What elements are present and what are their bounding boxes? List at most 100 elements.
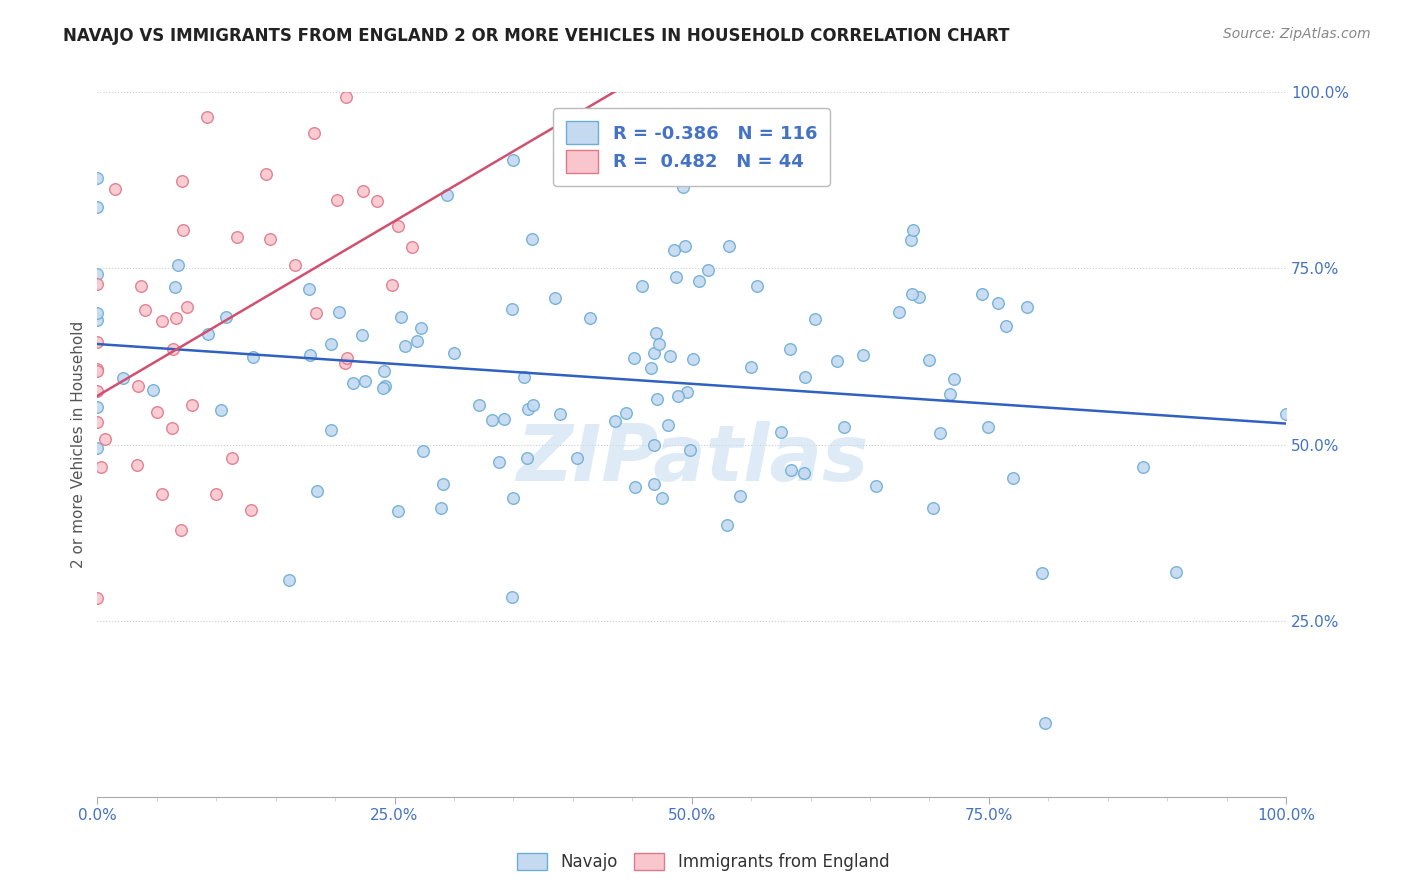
- Point: [665, 270, 688, 285]
- Point: [614, 406, 637, 420]
- Point: [162, 342, 184, 356]
- Point: [127, 379, 149, 393]
- Point: [643, 346, 665, 360]
- Point: [832, 420, 855, 434]
- Point: [779, 342, 801, 356]
- Point: [1015, 300, 1038, 314]
- Point: [335, 356, 357, 370]
- Point: [430, 501, 453, 516]
- Legend: Navajo, Immigrants from England: Navajo, Immigrants from England: [509, 845, 897, 880]
- Point: [240, 503, 263, 517]
- Text: ZIPatlas: ZIPatlas: [516, 421, 868, 497]
- Point: [371, 381, 394, 395]
- Point: [86, 416, 108, 430]
- Point: [1033, 716, 1056, 731]
- Point: [578, 311, 600, 326]
- Point: [298, 282, 321, 296]
- Point: [512, 370, 534, 384]
- Point: [745, 279, 768, 293]
- Text: NAVAJO VS IMMIGRANTS FROM ENGLAND 2 OR MORE VEHICLES IN HOUSEHOLD CORRELATION CH: NAVAJO VS IMMIGRANTS FROM ENGLAND 2 OR M…: [63, 27, 1010, 45]
- Point: [972, 287, 994, 301]
- Point: [86, 313, 108, 327]
- Point: [412, 443, 434, 458]
- Point: [918, 353, 941, 368]
- Point: [170, 174, 193, 188]
- Point: [353, 375, 375, 389]
- Point: [86, 384, 108, 398]
- Point: [302, 126, 325, 140]
- Point: [567, 450, 589, 465]
- Point: [411, 321, 433, 335]
- Point: [488, 455, 510, 469]
- Point: [259, 232, 281, 246]
- Point: [852, 348, 875, 362]
- Point: [436, 188, 458, 202]
- Point: [716, 518, 738, 533]
- Point: [160, 421, 183, 435]
- Point: [111, 371, 134, 385]
- Point: [387, 504, 409, 518]
- Point: [994, 318, 1017, 333]
- Point: [165, 279, 187, 293]
- Point: [307, 484, 329, 499]
- Point: [389, 310, 412, 324]
- Point: [640, 360, 662, 375]
- Point: [142, 383, 165, 397]
- Point: [900, 233, 922, 247]
- Point: [169, 523, 191, 537]
- Point: [501, 590, 523, 604]
- Point: [769, 425, 792, 440]
- Point: [548, 407, 571, 421]
- Point: [688, 274, 710, 288]
- Point: [697, 263, 720, 277]
- Point: [929, 425, 952, 440]
- Point: [86, 335, 108, 350]
- Point: [432, 477, 454, 491]
- Point: [740, 360, 762, 375]
- Point: [129, 279, 152, 293]
- Point: [657, 418, 679, 433]
- Point: [443, 346, 465, 360]
- Point: [908, 290, 931, 304]
- Point: [1001, 471, 1024, 485]
- Point: [125, 458, 148, 472]
- Point: [643, 437, 665, 451]
- Point: [987, 295, 1010, 310]
- Point: [299, 348, 322, 362]
- Point: [827, 354, 849, 368]
- Point: [943, 372, 966, 386]
- Point: [86, 400, 108, 414]
- Point: [209, 403, 232, 417]
- Point: [1031, 566, 1053, 580]
- Point: [901, 223, 924, 237]
- Point: [651, 491, 673, 505]
- Point: [544, 291, 567, 305]
- Point: [214, 310, 236, 324]
- Point: [342, 376, 364, 391]
- Point: [152, 314, 174, 328]
- Point: [86, 170, 108, 185]
- Point: [176, 300, 198, 314]
- Point: [373, 364, 395, 378]
- Point: [682, 352, 704, 367]
- Point: [516, 450, 538, 465]
- Point: [676, 385, 699, 400]
- Point: [865, 479, 887, 493]
- Point: [648, 337, 671, 351]
- Point: [181, 398, 204, 412]
- Point: [517, 401, 540, 416]
- Point: [86, 277, 108, 291]
- Point: [86, 364, 108, 378]
- Point: [623, 480, 645, 494]
- Point: [321, 423, 343, 437]
- Point: [167, 259, 190, 273]
- Point: [718, 239, 741, 253]
- Point: [901, 287, 924, 301]
- Point: [328, 305, 350, 319]
- Point: [104, 182, 127, 196]
- Point: [278, 573, 301, 587]
- Point: [645, 326, 668, 341]
- Point: [631, 279, 654, 293]
- Point: [374, 379, 396, 393]
- Point: [673, 239, 696, 253]
